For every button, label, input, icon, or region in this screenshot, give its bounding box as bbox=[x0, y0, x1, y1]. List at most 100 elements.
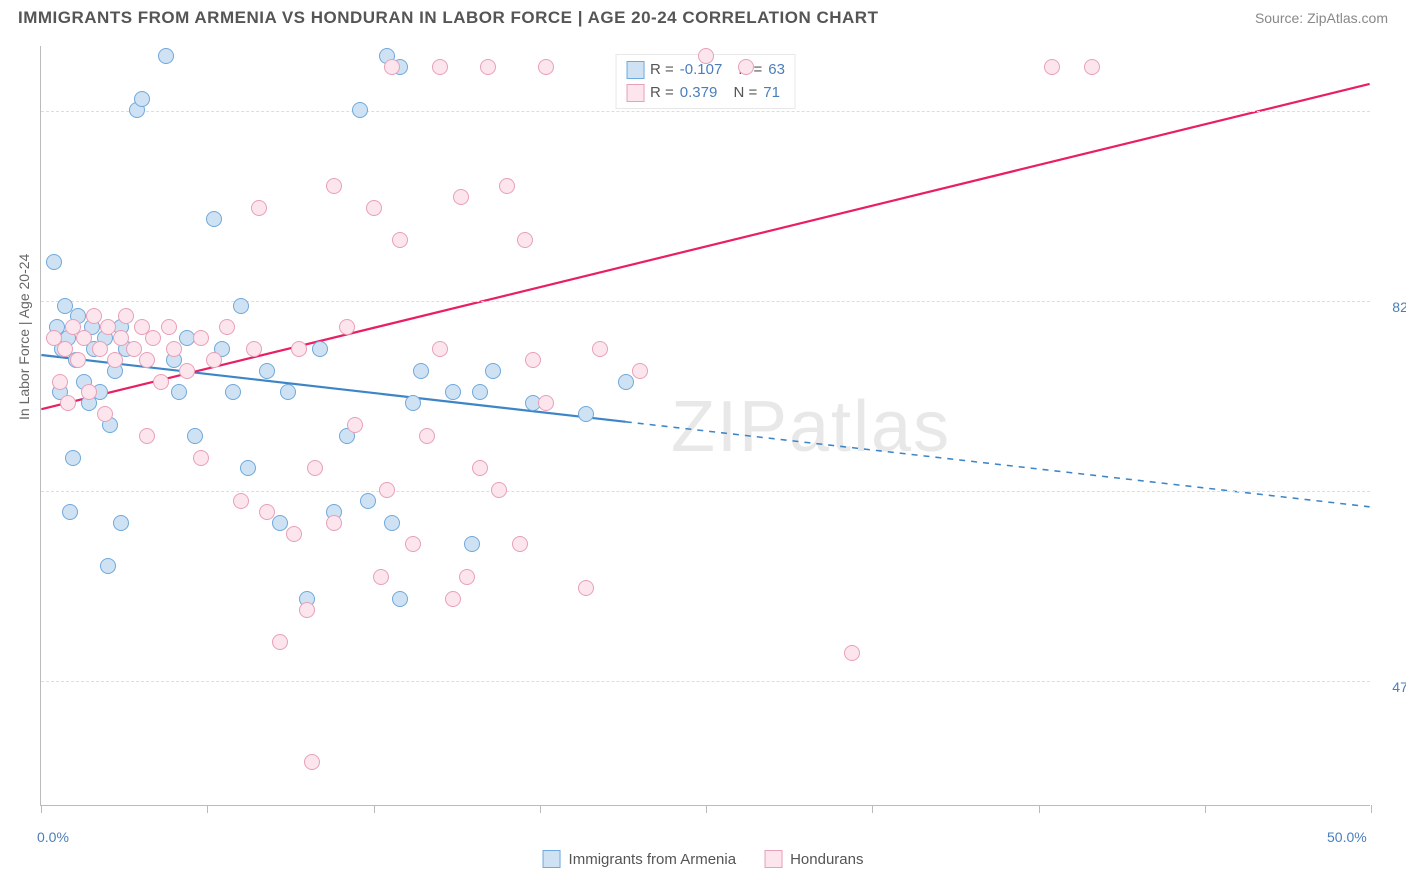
data-point bbox=[139, 428, 155, 444]
gridline bbox=[41, 491, 1370, 492]
data-point bbox=[445, 591, 461, 607]
x-tick bbox=[1205, 805, 1206, 813]
data-point bbox=[113, 515, 129, 531]
data-point bbox=[592, 341, 608, 357]
data-point bbox=[464, 536, 480, 552]
data-point bbox=[307, 460, 323, 476]
data-point bbox=[233, 493, 249, 509]
data-point bbox=[46, 254, 62, 270]
x-tick bbox=[706, 805, 707, 813]
data-point bbox=[76, 330, 92, 346]
data-point bbox=[166, 341, 182, 357]
data-point bbox=[472, 384, 488, 400]
data-point bbox=[304, 754, 320, 770]
data-point bbox=[326, 515, 342, 531]
data-point bbox=[52, 374, 68, 390]
data-point bbox=[286, 526, 302, 542]
data-point bbox=[432, 341, 448, 357]
data-point bbox=[312, 341, 328, 357]
data-point bbox=[193, 330, 209, 346]
data-point bbox=[347, 417, 363, 433]
data-point bbox=[107, 352, 123, 368]
legend-item-armenia: Immigrants from Armenia bbox=[543, 850, 737, 868]
data-point bbox=[366, 200, 382, 216]
x-tick bbox=[374, 805, 375, 813]
data-point bbox=[517, 232, 533, 248]
data-point bbox=[97, 406, 113, 422]
data-point bbox=[384, 515, 400, 531]
y-axis-label: In Labor Force | Age 20-24 bbox=[16, 254, 32, 420]
data-point bbox=[405, 395, 421, 411]
data-point bbox=[70, 352, 86, 368]
chart-header: IMMIGRANTS FROM ARMENIA VS HONDURAN IN L… bbox=[0, 0, 1406, 34]
data-point bbox=[299, 602, 315, 618]
data-point bbox=[280, 384, 296, 400]
series-legend: Immigrants from Armenia Hondurans bbox=[543, 850, 864, 868]
data-point bbox=[161, 319, 177, 335]
data-point bbox=[65, 450, 81, 466]
data-point bbox=[206, 211, 222, 227]
data-point bbox=[153, 374, 169, 390]
data-point bbox=[326, 178, 342, 194]
data-point bbox=[618, 374, 634, 390]
data-point bbox=[384, 59, 400, 75]
data-point bbox=[578, 406, 594, 422]
swatch-icon bbox=[626, 84, 644, 102]
x-tick-label: 50.0% bbox=[1327, 829, 1367, 845]
data-point bbox=[100, 558, 116, 574]
source-label: Source: ZipAtlas.com bbox=[1255, 10, 1388, 26]
data-point bbox=[193, 450, 209, 466]
data-point bbox=[512, 536, 528, 552]
data-point bbox=[272, 634, 288, 650]
gridline bbox=[41, 681, 1370, 682]
data-point bbox=[219, 319, 235, 335]
chart-title: IMMIGRANTS FROM ARMENIA VS HONDURAN IN L… bbox=[18, 8, 878, 28]
data-point bbox=[538, 395, 554, 411]
data-point bbox=[525, 352, 541, 368]
data-point bbox=[538, 59, 554, 75]
trend-lines bbox=[41, 46, 1370, 805]
data-point bbox=[578, 580, 594, 596]
data-point bbox=[240, 460, 256, 476]
data-point bbox=[118, 308, 134, 324]
data-point bbox=[413, 363, 429, 379]
data-point bbox=[259, 363, 275, 379]
data-point bbox=[251, 200, 267, 216]
data-point bbox=[158, 48, 174, 64]
data-point bbox=[432, 59, 448, 75]
data-point bbox=[92, 341, 108, 357]
data-point bbox=[419, 428, 435, 444]
legend-row-hondurans: R = 0.379 N = 71 bbox=[626, 82, 785, 105]
data-point bbox=[339, 319, 355, 335]
x-tick bbox=[872, 805, 873, 813]
x-tick bbox=[1371, 805, 1372, 813]
data-point bbox=[225, 384, 241, 400]
data-point bbox=[60, 395, 76, 411]
data-point bbox=[738, 59, 754, 75]
y-tick-label: 82.5% bbox=[1374, 299, 1406, 315]
x-tick-label: 0.0% bbox=[37, 829, 69, 845]
data-point bbox=[491, 482, 507, 498]
x-tick bbox=[540, 805, 541, 813]
data-point bbox=[1084, 59, 1100, 75]
data-point bbox=[139, 352, 155, 368]
data-point bbox=[459, 569, 475, 585]
data-point bbox=[379, 482, 395, 498]
data-point bbox=[145, 330, 161, 346]
swatch-icon bbox=[543, 850, 561, 868]
x-tick bbox=[41, 805, 42, 813]
data-point bbox=[291, 341, 307, 357]
data-point bbox=[360, 493, 376, 509]
swatch-icon bbox=[626, 61, 644, 79]
data-point bbox=[445, 384, 461, 400]
x-tick bbox=[1039, 805, 1040, 813]
data-point bbox=[698, 48, 714, 64]
swatch-icon bbox=[764, 850, 782, 868]
data-point bbox=[134, 91, 150, 107]
data-point bbox=[259, 504, 275, 520]
data-point bbox=[472, 460, 488, 476]
data-point bbox=[480, 59, 496, 75]
legend-item-hondurans: Hondurans bbox=[764, 850, 863, 868]
data-point bbox=[499, 178, 515, 194]
data-point bbox=[62, 504, 78, 520]
